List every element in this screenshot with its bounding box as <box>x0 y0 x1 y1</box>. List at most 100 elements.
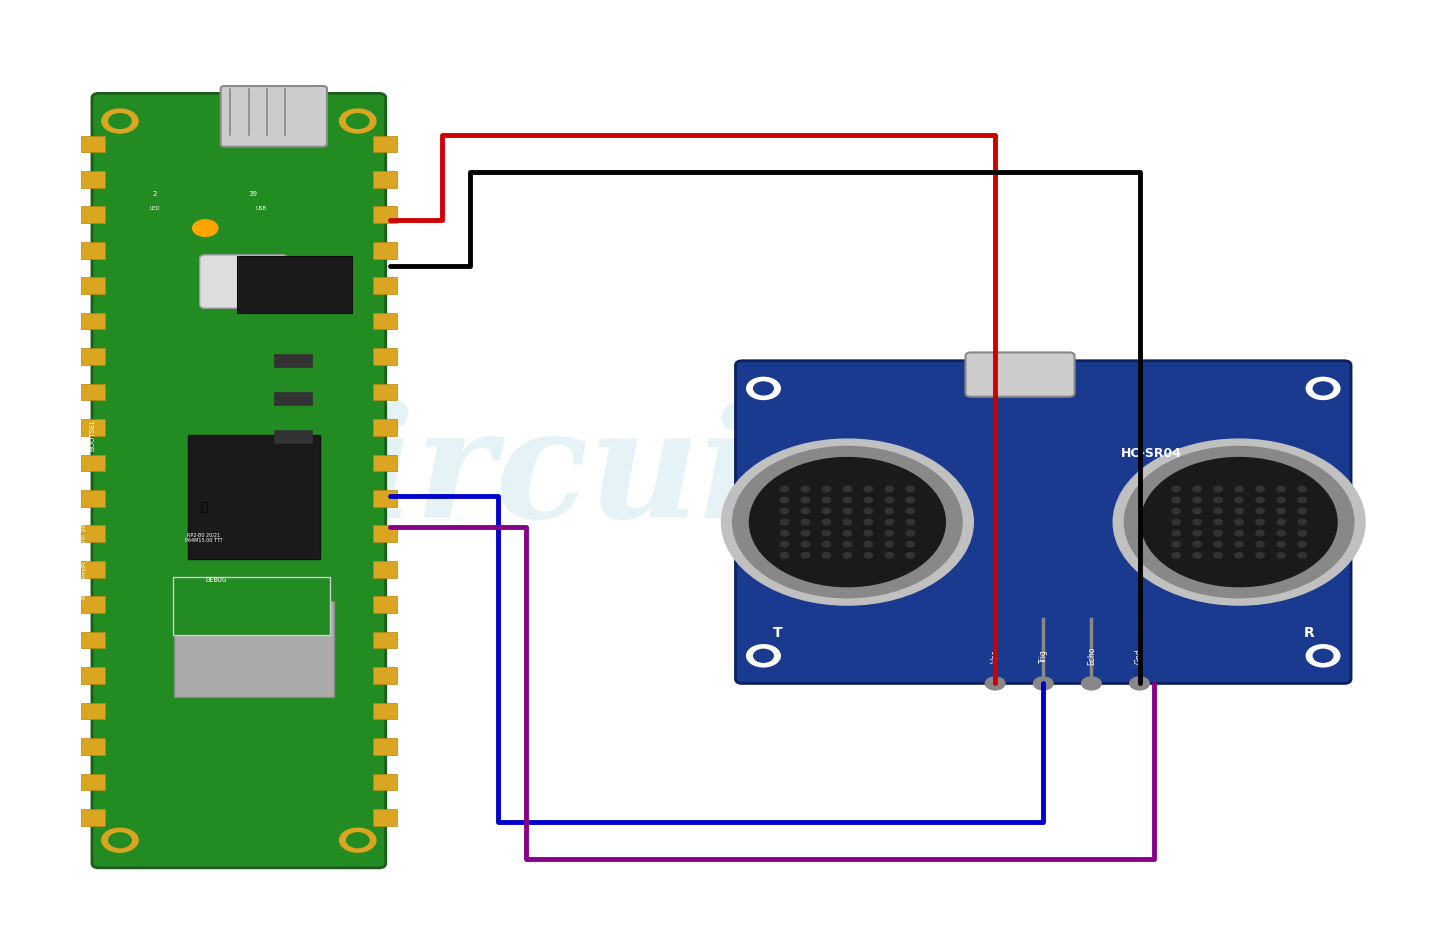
FancyBboxPatch shape <box>174 601 334 697</box>
Circle shape <box>802 497 810 503</box>
FancyBboxPatch shape <box>91 93 386 868</box>
Circle shape <box>780 530 789 536</box>
Circle shape <box>1125 446 1353 598</box>
FancyBboxPatch shape <box>81 277 104 294</box>
Circle shape <box>1256 520 1265 525</box>
FancyBboxPatch shape <box>373 490 397 506</box>
FancyBboxPatch shape <box>373 596 397 613</box>
Circle shape <box>865 497 873 503</box>
Circle shape <box>906 552 915 558</box>
Circle shape <box>347 833 369 847</box>
FancyBboxPatch shape <box>373 348 397 365</box>
Text: circuit: circuit <box>264 402 829 550</box>
Circle shape <box>865 486 873 491</box>
FancyBboxPatch shape <box>81 526 104 542</box>
Circle shape <box>1235 497 1243 503</box>
Circle shape <box>906 508 915 514</box>
FancyBboxPatch shape <box>81 596 104 613</box>
FancyBboxPatch shape <box>373 242 397 259</box>
Circle shape <box>865 542 873 547</box>
Circle shape <box>780 542 789 547</box>
Circle shape <box>193 220 217 236</box>
Circle shape <box>885 530 893 536</box>
Circle shape <box>1235 542 1243 547</box>
FancyBboxPatch shape <box>373 526 397 542</box>
FancyBboxPatch shape <box>81 632 104 648</box>
Text: 2: 2 <box>153 190 157 197</box>
Circle shape <box>780 508 789 514</box>
Circle shape <box>1113 439 1365 605</box>
FancyBboxPatch shape <box>373 774 397 790</box>
Circle shape <box>843 508 852 514</box>
Circle shape <box>753 382 773 395</box>
FancyBboxPatch shape <box>81 561 104 578</box>
FancyBboxPatch shape <box>81 348 104 365</box>
Circle shape <box>1235 552 1243 558</box>
Circle shape <box>802 530 810 536</box>
Circle shape <box>722 439 973 605</box>
Circle shape <box>865 508 873 514</box>
Circle shape <box>1298 520 1306 525</box>
Circle shape <box>865 530 873 536</box>
Circle shape <box>101 109 139 133</box>
Circle shape <box>1278 530 1285 536</box>
Circle shape <box>1172 486 1180 491</box>
Circle shape <box>1256 542 1265 547</box>
Text: USB: USB <box>256 207 267 211</box>
Circle shape <box>1278 520 1285 525</box>
FancyBboxPatch shape <box>81 738 104 755</box>
FancyBboxPatch shape <box>237 256 352 313</box>
FancyBboxPatch shape <box>81 809 104 825</box>
FancyBboxPatch shape <box>274 430 312 444</box>
FancyBboxPatch shape <box>81 490 104 506</box>
Circle shape <box>843 520 852 525</box>
Circle shape <box>1172 552 1180 558</box>
Circle shape <box>885 520 893 525</box>
Circle shape <box>1172 542 1180 547</box>
Circle shape <box>733 446 962 598</box>
Circle shape <box>822 497 830 503</box>
Circle shape <box>1215 508 1222 514</box>
Circle shape <box>885 497 893 503</box>
Circle shape <box>843 530 852 536</box>
Circle shape <box>780 497 789 503</box>
Circle shape <box>1235 520 1243 525</box>
Circle shape <box>885 508 893 514</box>
Circle shape <box>1172 508 1180 514</box>
Circle shape <box>822 508 830 514</box>
Text: LED: LED <box>150 207 160 211</box>
Circle shape <box>1278 508 1285 514</box>
Circle shape <box>780 552 789 558</box>
FancyBboxPatch shape <box>81 419 104 436</box>
Circle shape <box>822 542 830 547</box>
Circle shape <box>347 113 369 129</box>
Circle shape <box>340 828 376 852</box>
FancyBboxPatch shape <box>274 354 312 367</box>
Circle shape <box>1082 677 1102 690</box>
FancyBboxPatch shape <box>81 207 104 223</box>
Text: Gnd: Gnd <box>1135 648 1145 664</box>
FancyBboxPatch shape <box>81 384 104 400</box>
Circle shape <box>1313 649 1333 663</box>
Circle shape <box>1298 552 1306 558</box>
FancyBboxPatch shape <box>373 384 397 400</box>
Text: Echo: Echo <box>1087 646 1096 665</box>
Circle shape <box>885 552 893 558</box>
Circle shape <box>885 486 893 491</box>
Text: DEBUG: DEBUG <box>206 577 227 583</box>
Circle shape <box>822 552 830 558</box>
Circle shape <box>1215 497 1222 503</box>
FancyBboxPatch shape <box>81 313 104 329</box>
Circle shape <box>1142 458 1338 586</box>
Text: R: R <box>1303 625 1315 640</box>
FancyBboxPatch shape <box>81 455 104 471</box>
Text: RP2-B0 20/21
P64M15.00 TTT: RP2-B0 20/21 P64M15.00 TTT <box>184 532 223 544</box>
FancyBboxPatch shape <box>81 667 104 684</box>
FancyBboxPatch shape <box>373 667 397 684</box>
Circle shape <box>1298 508 1306 514</box>
Circle shape <box>822 520 830 525</box>
Circle shape <box>1278 552 1285 558</box>
FancyBboxPatch shape <box>220 86 327 147</box>
Circle shape <box>1256 486 1265 491</box>
FancyBboxPatch shape <box>373 171 397 188</box>
